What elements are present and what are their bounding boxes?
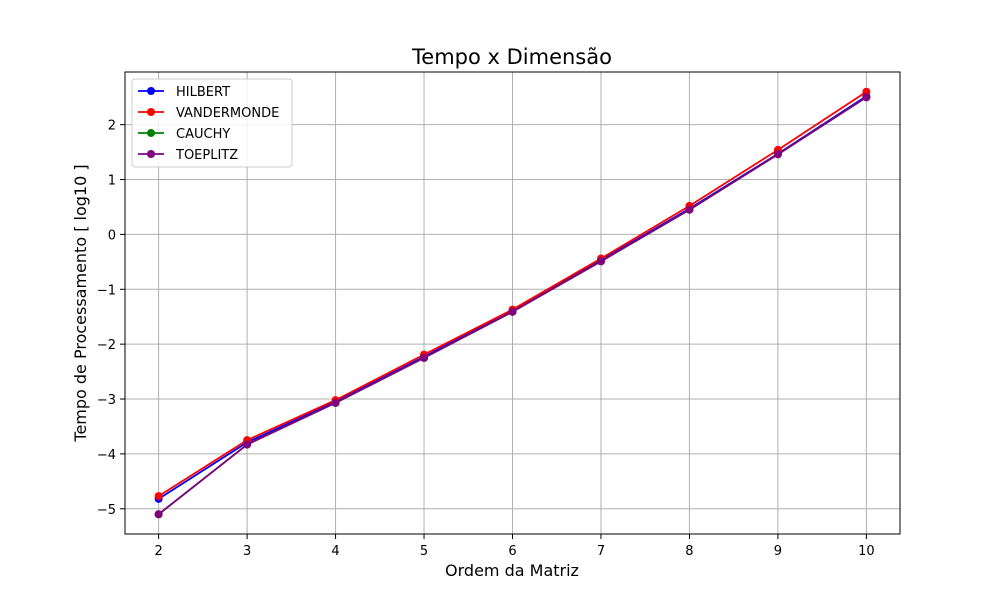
legend-marker-toeplitz (147, 150, 155, 158)
legend-box (131, 78, 293, 168)
data-point-toeplitz (596, 257, 605, 266)
x-tick-label: 3 (243, 544, 251, 559)
x-tick-label: 8 (685, 544, 693, 559)
x-tick-label: 2 (154, 544, 162, 559)
data-point-vandermonde (862, 87, 871, 96)
legend-marker-hilbert (147, 87, 155, 95)
x-axis-label: Ordem da Matriz (445, 561, 579, 580)
y-tick-label: −1 (97, 283, 116, 298)
data-point-toeplitz (243, 440, 252, 449)
x-tick-label: 4 (331, 544, 339, 559)
series-toeplitz (154, 93, 871, 519)
legend-label-vandermonde: VANDERMONDE (176, 106, 279, 121)
data-point-toeplitz (154, 510, 163, 519)
data-point-vandermonde (154, 492, 163, 501)
data-point-toeplitz (420, 353, 429, 362)
y-tick-label: −3 (97, 393, 116, 408)
x-tick-label: 7 (597, 544, 605, 559)
data-point-toeplitz (685, 205, 694, 214)
y-tick-label: −4 (97, 448, 116, 463)
data-point-toeplitz (773, 150, 782, 159)
legend-label-toeplitz: TOEPLITZ (175, 148, 238, 163)
y-tick-label: 0 (108, 228, 116, 243)
y-axis-label: Tempo de Processamento [ log10 ] (71, 164, 90, 442)
data-point-toeplitz (508, 307, 517, 316)
x-tick-label: 5 (420, 544, 428, 559)
legend-marker-vandermonde (147, 108, 155, 116)
data-point-toeplitz (331, 398, 340, 407)
series-layer (154, 87, 871, 519)
data-point-toeplitz (862, 93, 871, 102)
chart-title: Tempo x Dimensão (411, 45, 612, 69)
legend: HILBERT VANDERMONDE CAUCHY TOEPLITZ (131, 78, 293, 168)
legend-label-hilbert: HILBERT (176, 85, 230, 100)
x-tick-label: 6 (508, 544, 516, 559)
legend-label-cauchy: CAUCHY (176, 127, 230, 142)
y-tick-label: −5 (97, 503, 116, 518)
legend-marker-cauchy (147, 129, 155, 137)
x-tick-label: 9 (774, 544, 782, 559)
y-tick-label: −2 (97, 338, 116, 353)
y-tick-label: 1 (108, 174, 116, 189)
ticks: 2 3 4 5 6 7 8 9 10 −5 −4 −3 −2 −1 0 1 2 (97, 119, 875, 559)
y-tick-label: 2 (108, 119, 116, 134)
x-tick-label: 10 (858, 544, 875, 559)
